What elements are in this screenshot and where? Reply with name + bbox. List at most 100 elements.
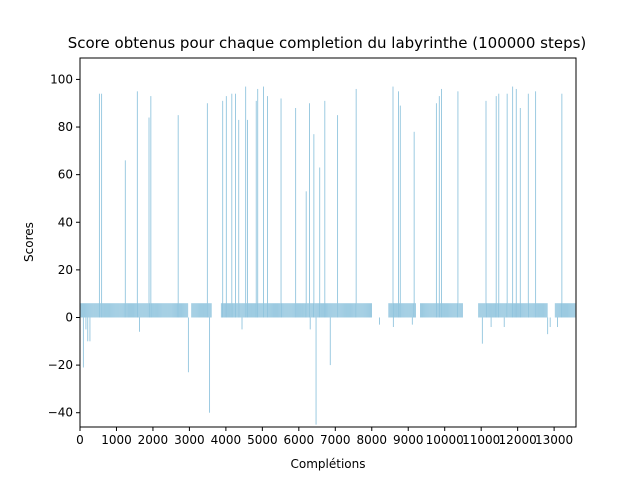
bar [265, 303, 267, 318]
y-tick-label: −20 [48, 358, 73, 372]
bar [335, 303, 337, 318]
bar [455, 303, 457, 318]
bar [149, 303, 151, 318]
bar [441, 88, 442, 318]
bar [115, 303, 117, 318]
bar [210, 303, 212, 318]
bar [491, 303, 493, 318]
bar [537, 303, 539, 318]
bar [558, 303, 560, 318]
bar [238, 119, 240, 318]
bar [112, 303, 114, 318]
bar [391, 303, 393, 318]
x-tick-label: 1000 [101, 433, 132, 447]
bar [354, 303, 356, 318]
bar [568, 303, 570, 318]
bar [134, 303, 136, 318]
bar [274, 303, 275, 318]
bar [299, 303, 301, 318]
bar [432, 303, 434, 318]
bar [438, 96, 440, 318]
bar [177, 115, 179, 318]
bar [194, 303, 196, 318]
bar [280, 98, 282, 318]
bar [510, 303, 512, 318]
bar [403, 303, 405, 318]
bar [500, 303, 502, 318]
bar [453, 303, 455, 318]
bar [457, 91, 459, 318]
bar [411, 303, 413, 318]
bar [521, 303, 523, 318]
bar [102, 303, 104, 318]
bar [143, 303, 145, 318]
bar [191, 303, 193, 318]
bar [130, 303, 131, 318]
bar [567, 303, 568, 318]
bar [423, 303, 425, 318]
bar [202, 303, 204, 318]
bar [412, 303, 414, 318]
bar [557, 303, 559, 318]
bar [297, 303, 299, 318]
bar [325, 303, 326, 318]
bar [296, 303, 298, 318]
bar [428, 303, 430, 318]
bar [434, 303, 436, 318]
bar [236, 303, 238, 318]
bar [152, 303, 154, 318]
bar [556, 303, 558, 318]
bar [361, 303, 363, 318]
bar [259, 303, 261, 318]
x-tick-label: 5000 [247, 433, 278, 447]
bar [311, 303, 313, 318]
bar [495, 96, 497, 318]
bar [258, 303, 260, 318]
bar [394, 303, 396, 318]
chart-title: Score obtenus pour chaque completion du … [68, 34, 587, 52]
bar [89, 317, 91, 342]
bar [566, 303, 567, 318]
bar [359, 303, 361, 318]
bar [94, 303, 96, 318]
bar [492, 303, 494, 318]
bar [302, 303, 304, 318]
bar [165, 303, 167, 318]
bar [314, 303, 316, 318]
bar [481, 317, 483, 344]
bar [525, 303, 527, 318]
bar [365, 303, 367, 318]
bar [508, 303, 510, 318]
bar [401, 303, 403, 318]
bar [106, 303, 108, 318]
bar [170, 303, 172, 318]
bar [82, 303, 83, 318]
bar [345, 303, 347, 318]
bar [488, 303, 490, 318]
bar [183, 303, 185, 318]
bar [355, 88, 357, 318]
bar [139, 317, 140, 332]
bar [388, 303, 390, 318]
bar [439, 303, 441, 318]
bar [546, 303, 548, 318]
x-tick-label: 8000 [356, 433, 387, 447]
bar [447, 303, 449, 318]
bar [200, 303, 202, 318]
bar [104, 303, 106, 318]
bar [522, 303, 524, 318]
x-tick-label: 6000 [284, 433, 315, 447]
bar [95, 303, 97, 318]
bar [263, 303, 265, 318]
bar [371, 303, 372, 318]
bar [348, 303, 350, 318]
bar [284, 303, 286, 318]
bar [435, 303, 437, 318]
bar [340, 303, 342, 318]
bar [456, 303, 458, 318]
bar [234, 303, 236, 318]
bar [88, 303, 90, 318]
bar [554, 303, 556, 318]
bar [85, 317, 87, 330]
bar [559, 303, 561, 318]
